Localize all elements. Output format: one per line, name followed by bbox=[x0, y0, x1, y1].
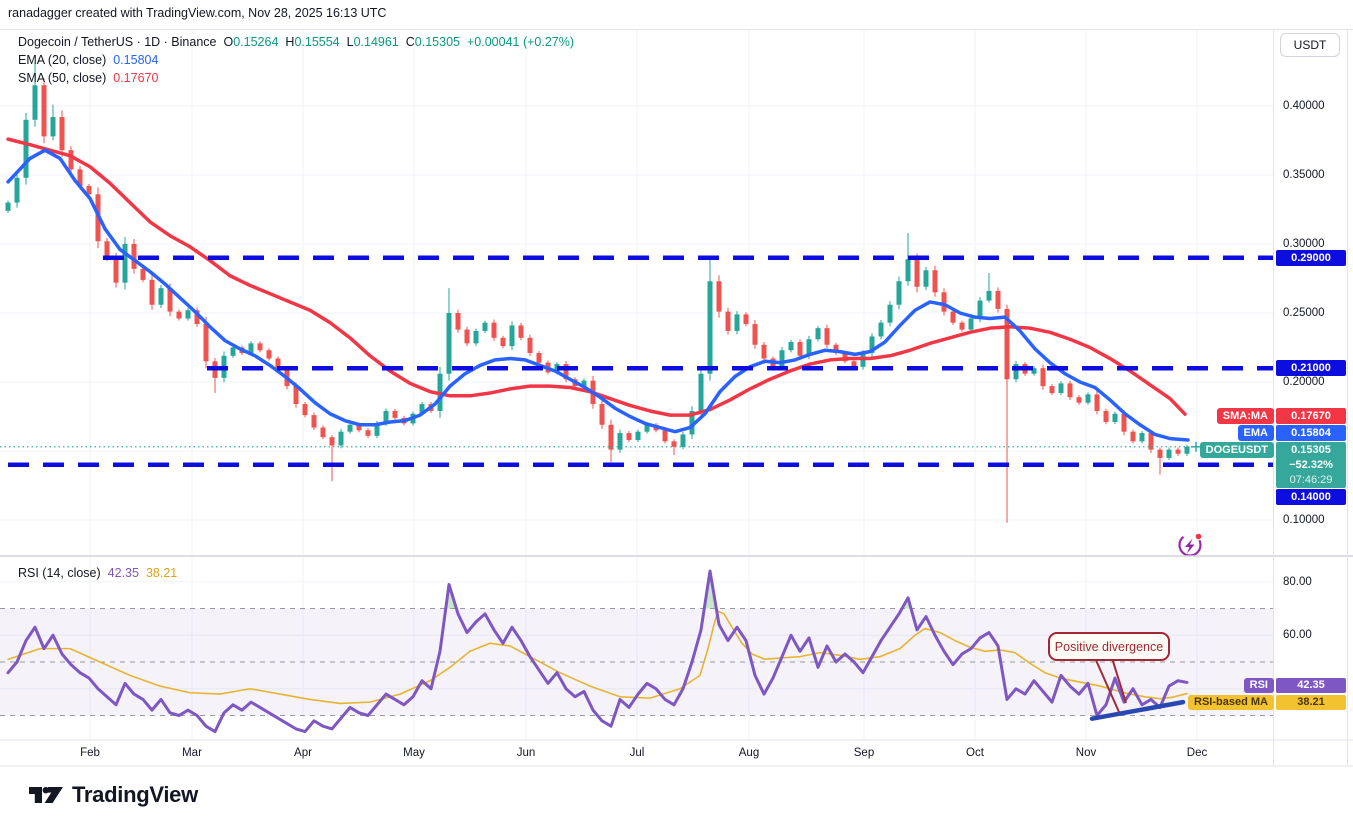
rsi-axis-label: 60.00 bbox=[1283, 629, 1312, 642]
rsi-label: RSI (14, close) bbox=[18, 566, 101, 580]
rsi-axis-label: 80.00 bbox=[1283, 575, 1312, 588]
ohlc-high: H0.15554 bbox=[285, 35, 340, 49]
symbol-legend-row[interactable]: Dogecoin / TetherUS · 1D · Binance O0.15… bbox=[18, 34, 574, 51]
price-change-percent: −52.32% bbox=[1289, 459, 1333, 471]
month-label-may: May bbox=[403, 747, 425, 759]
ema-label: EMA (20, close) bbox=[18, 53, 107, 67]
month-label-oct: Oct bbox=[966, 747, 984, 759]
ohlc-change: +0.00041 (+0.27%) bbox=[466, 35, 575, 49]
month-label-feb: Feb bbox=[80, 747, 100, 759]
rsi-ma-value: 38.21 bbox=[145, 566, 178, 580]
price-axis-label: 0.10000 bbox=[1283, 514, 1325, 526]
rsi-ma-value-badge: 38.21 bbox=[1276, 694, 1346, 710]
ema-legend-row[interactable]: EMA (20, close) 0.15804 bbox=[18, 52, 574, 69]
last-price: 0.15305 bbox=[1291, 444, 1331, 456]
sma-price-badge: 0.17670 bbox=[1276, 408, 1346, 424]
price-axis-label: 0.20000 bbox=[1283, 376, 1325, 388]
price-axis-label: 0.40000 bbox=[1283, 100, 1325, 112]
tradingview-logo[interactable]: TradingView bbox=[28, 781, 198, 809]
rsi-ma-label-badge: RSI-based MA bbox=[1188, 694, 1274, 710]
ema-price-badge: 0.15804 bbox=[1276, 425, 1346, 441]
month-label-nov: Nov bbox=[1075, 747, 1097, 759]
month-label-jul: Jul bbox=[629, 747, 645, 759]
month-label-jun: Jun bbox=[516, 747, 536, 759]
ema-value: 0.15804 bbox=[113, 53, 159, 67]
rsi-value: 42.35 bbox=[107, 566, 139, 580]
month-label-aug: Aug bbox=[738, 747, 760, 759]
rsi-value-badge: 42.35 bbox=[1276, 677, 1346, 693]
sma-legend-row[interactable]: SMA (50, close) 0.17670 bbox=[18, 70, 574, 87]
ohlc-close: C0.15305 bbox=[405, 35, 460, 49]
chart-legend: Dogecoin / TetherUS · 1D · Binance O0.15… bbox=[18, 34, 574, 88]
symbol-title: Dogecoin / TetherUS · 1D · Binance bbox=[18, 35, 217, 49]
rsi-legend[interactable]: RSI (14, close) 42.35 38.21 bbox=[18, 565, 177, 583]
ohlc-open: O0.15264 bbox=[223, 35, 279, 49]
support-level-badge: 0.14000 bbox=[1276, 488, 1346, 505]
last-price-badge: 0.15305 −52.32% 07:46:29 bbox=[1276, 442, 1346, 488]
symbol-label-badge: DOGEUSDT bbox=[1199, 442, 1274, 458]
ema-line-label-badge: EMA bbox=[1237, 425, 1274, 441]
sma-label: SMA (50, close) bbox=[18, 71, 107, 85]
sma-value: 0.17670 bbox=[113, 71, 159, 85]
month-label-mar: Mar bbox=[182, 747, 202, 759]
currency-toggle-button[interactable]: USDT bbox=[1280, 33, 1340, 57]
ohlc-low: L0.14961 bbox=[346, 35, 399, 49]
tradingview-logo-text: TradingView bbox=[72, 782, 198, 807]
month-label-dec: Dec bbox=[1186, 747, 1208, 759]
bar-countdown: 07:46:29 bbox=[1289, 474, 1333, 486]
lightning-ideas-icon bbox=[1178, 532, 1203, 557]
mid-level-badge: 0.21000 bbox=[1276, 360, 1346, 377]
sma-line-label-badge: SMA:MA bbox=[1216, 408, 1274, 424]
positive-divergence-callout[interactable]: Positive divergence bbox=[1048, 632, 1170, 661]
price-axis-label: 0.30000 bbox=[1283, 238, 1325, 250]
month-label-apr: Apr bbox=[294, 747, 312, 759]
month-label-sep: Sep bbox=[853, 747, 875, 759]
rsi-line-label-badge: RSI bbox=[1243, 677, 1274, 693]
tradingview-logo-icon bbox=[29, 787, 63, 803]
resistance-level-badge: 0.29000 bbox=[1276, 249, 1346, 266]
watermark-text: ranadagger created with TradingView.com,… bbox=[8, 6, 387, 20]
price-axis-label: 0.35000 bbox=[1283, 169, 1325, 181]
price-axis-label: 0.25000 bbox=[1283, 307, 1325, 319]
